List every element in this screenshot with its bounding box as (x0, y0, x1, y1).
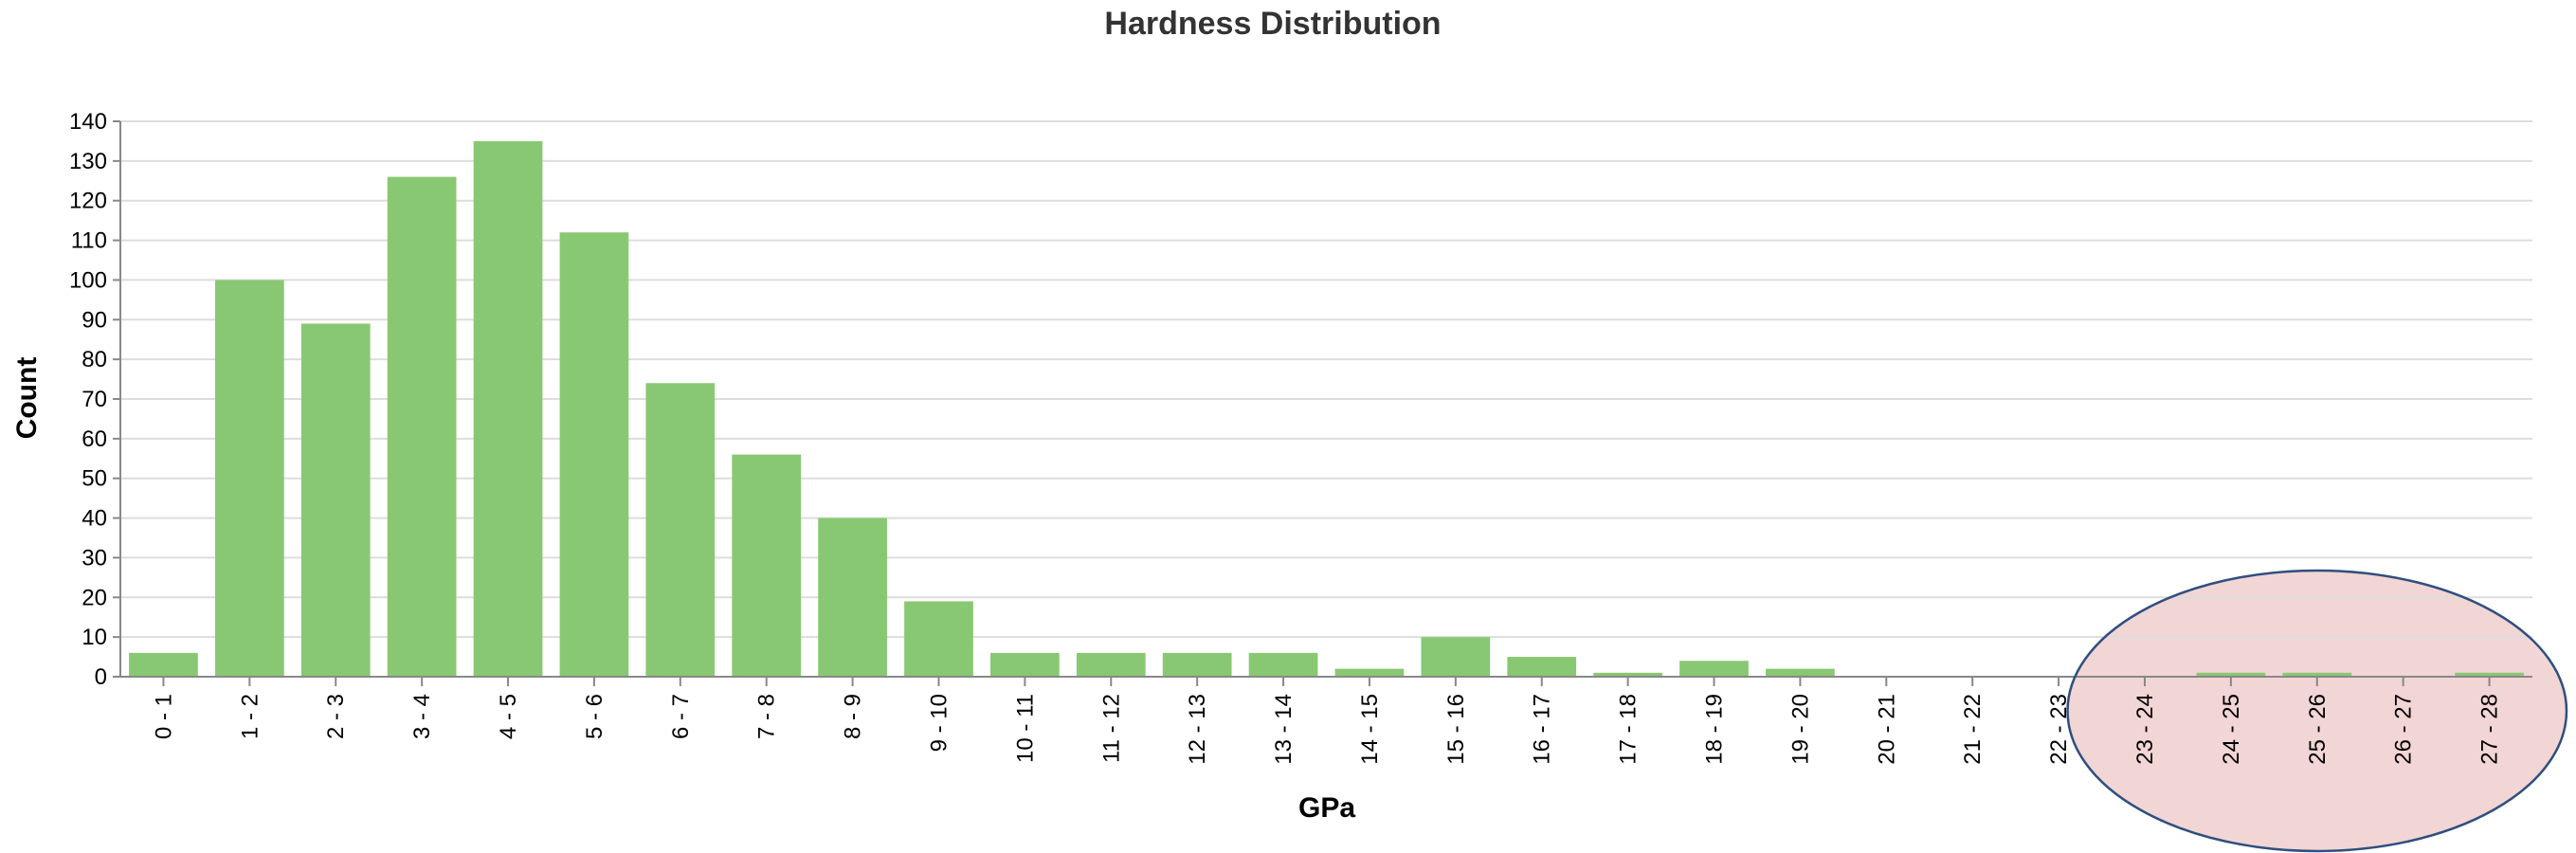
highlight-outline-layer (2066, 569, 2568, 853)
y-tick-label: 20 (82, 585, 107, 610)
highlight-ellipse-fill (2067, 571, 2567, 851)
highlight-layer (2067, 571, 2567, 851)
bar (1334, 668, 1405, 677)
bar (1679, 661, 1749, 677)
y-tick-label: 70 (82, 387, 107, 412)
x-tick-label: 23 - 24 (2132, 694, 2158, 765)
x-tick-label: 12 - 13 (1185, 694, 1210, 765)
y-tick-label: 140 (69, 109, 107, 135)
x-tick-label: 24 - 25 (2219, 694, 2244, 765)
x-tick-label: 16 - 17 (1530, 694, 1555, 765)
x-tick-label: 2 - 3 (323, 694, 349, 739)
bar-layer (129, 140, 2524, 678)
x-tick-label: 27 - 28 (2477, 694, 2503, 765)
bar (645, 383, 716, 677)
x-tick-label: 8 - 9 (841, 694, 866, 739)
bar (214, 280, 284, 677)
x-tick-label: 13 - 14 (1271, 694, 1297, 765)
axis-layer: 0 10 20 30 40 50 60 70 80 90 100 110 120 130 140 0 - 1 1… (69, 109, 2532, 765)
bar (387, 176, 457, 678)
bar (1248, 652, 1318, 677)
x-tick-label: 9 - 10 (926, 694, 952, 752)
chart-title: Hardness Distribution (1104, 6, 1441, 42)
x-tick-label: 18 - 19 (1702, 694, 1728, 765)
bar (473, 140, 543, 677)
x-tick-label: 17 - 18 (1616, 694, 1642, 765)
bar (1766, 668, 1835, 677)
bar (1507, 657, 1577, 677)
y-tick-label: 0 (95, 664, 107, 690)
bar (300, 323, 371, 677)
x-tick-label: 25 - 26 (2305, 694, 2331, 765)
bar (2455, 672, 2524, 677)
y-axis-title: Count (11, 357, 43, 440)
y-tick-label: 130 (69, 149, 107, 174)
y-tick-label: 90 (82, 307, 107, 333)
bar (2282, 672, 2352, 677)
x-tick-label: 19 - 20 (1787, 694, 1813, 765)
y-tick-label: 110 (71, 228, 107, 254)
bar (818, 517, 887, 677)
y-tick-label: 30 (82, 545, 107, 571)
highlight-ellipse-outline (2066, 569, 2568, 853)
x-tick-label: 0 - 1 (151, 694, 176, 739)
bar (1593, 672, 1662, 677)
x-tick-label: 4 - 5 (496, 694, 521, 739)
bar (2196, 672, 2266, 677)
bar (990, 652, 1060, 677)
bar (904, 601, 973, 677)
x-tick-label: 1 - 2 (237, 694, 263, 739)
bar (1162, 652, 1232, 677)
x-tick-label: 20 - 21 (1874, 694, 1899, 765)
y-tick-label: 80 (82, 347, 107, 372)
x-tick-label: 21 - 22 (1960, 694, 1986, 765)
x-tick-label: 15 - 16 (1443, 694, 1469, 765)
y-tick-label: 10 (82, 625, 107, 650)
y-tick-label: 50 (82, 466, 107, 492)
x-tick-label: 7 - 8 (754, 694, 780, 739)
bar (1076, 652, 1146, 677)
x-axis-title: GPa (1298, 792, 1355, 824)
bar (559, 232, 629, 677)
bar (129, 652, 198, 677)
x-tick-label: 6 - 7 (668, 694, 694, 739)
x-tick-label: 11 - 12 (1098, 694, 1124, 763)
bar (732, 454, 802, 677)
y-tick-label: 60 (82, 426, 107, 452)
y-tick-label: 120 (69, 189, 107, 214)
bar (1421, 637, 1491, 677)
x-tick-label: 10 - 11 (1012, 694, 1038, 763)
x-tick-label: 14 - 15 (1357, 694, 1383, 765)
y-tick-label: 40 (82, 506, 107, 532)
x-tick-label: 26 - 27 (2391, 694, 2417, 765)
y-tick-label: 100 (69, 267, 107, 293)
x-tick-label: 5 - 6 (582, 694, 608, 739)
x-tick-label: 3 - 4 (409, 694, 435, 739)
